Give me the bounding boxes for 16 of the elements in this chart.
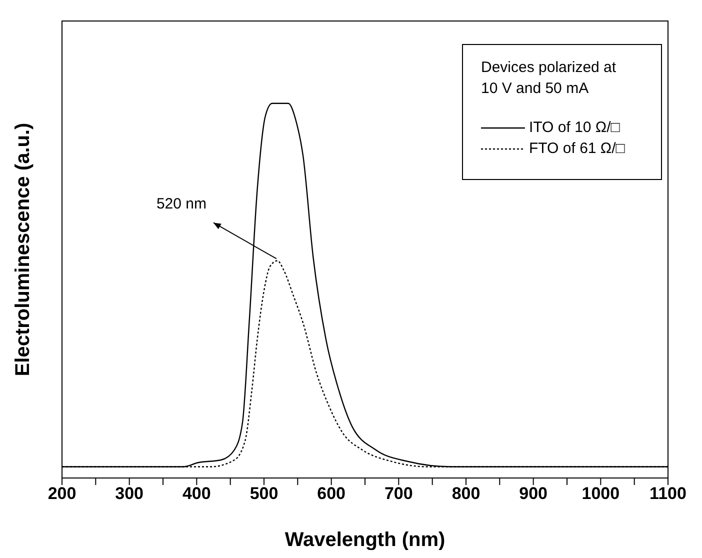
legend-title: Devices polarized at 10 V and 50 mA (481, 58, 618, 99)
legend-label: ITO of 10 Ω/□ (529, 119, 620, 136)
x-tick-label: 700 (384, 484, 413, 504)
x-tick-label: 400 (182, 484, 211, 504)
x-tick-label: 1000 (582, 484, 620, 504)
y-axis-title: Electroluminescence (a.u.) (12, 122, 34, 376)
x-tick-label: 900 (519, 484, 548, 504)
x-axis-title: Wavelength (nm) (284, 529, 446, 551)
x-tick-label: 300 (115, 484, 144, 504)
annotation: 520 nm (156, 196, 206, 213)
x-tick-label: 1100 (650, 484, 686, 504)
legend-label: FTO of 61 Ω/□ (529, 140, 625, 157)
x-tick-label: 500 (250, 484, 278, 504)
x-tick-label: 200 (48, 484, 76, 504)
x-tick-label: 600 (317, 484, 346, 504)
x-tick-label: 800 (452, 484, 480, 504)
